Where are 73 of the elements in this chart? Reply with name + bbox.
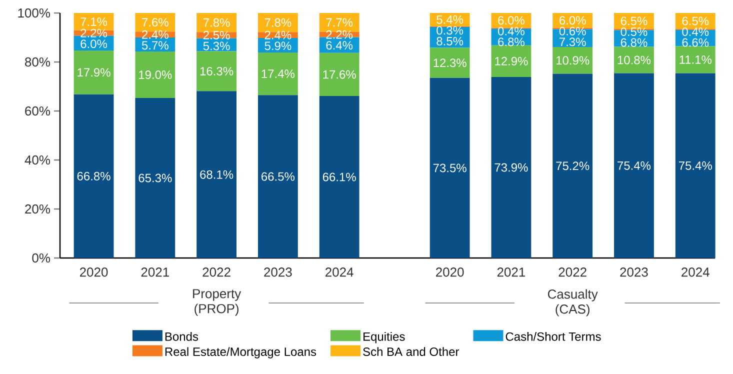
data-label: 0.4% — [682, 27, 709, 36]
data-label: 5.4% — [436, 15, 464, 24]
data-label: 7.1% — [80, 17, 108, 26]
data-label: 6.8% — [498, 38, 524, 46]
x-tick-label: 2022 — [202, 268, 230, 277]
data-label: 10.8% — [618, 56, 651, 64]
legend-label: Cash/Short Terms — [506, 332, 601, 341]
y-tick-label: 60% — [25, 106, 50, 116]
data-label: 17.4% — [262, 70, 295, 78]
y-tick-label: 40% — [24, 155, 50, 165]
data-label: 2.4% — [264, 30, 292, 40]
data-label: 6.0% — [560, 16, 586, 25]
data-label: 12.3% — [434, 58, 466, 68]
data-label: 16.3% — [200, 66, 234, 76]
y-tick-label: 80% — [25, 57, 50, 67]
data-label: 75.4% — [678, 161, 712, 170]
data-label: 7.3% — [560, 38, 586, 46]
data-label: 7.8% — [264, 18, 292, 27]
x-tick-label: 2020 — [80, 268, 108, 277]
x-tick-label: 2024 — [326, 268, 354, 277]
x-tick-label: 2023 — [620, 268, 648, 277]
legend-label: Real Estate/Mortgage Loans — [165, 347, 316, 358]
data-label: 75.2% — [556, 162, 590, 170]
text: Casualty (CAS) — [548, 289, 598, 316]
data-label: 73.9% — [494, 163, 528, 172]
data-label: 73.5% — [433, 164, 466, 172]
data-label: 5.7% — [142, 41, 168, 50]
x-tick-label: 2021 — [141, 268, 169, 277]
x-tick-label: 2023 — [264, 268, 292, 277]
x-tick-label: 2021 — [497, 268, 526, 277]
data-label: 6.8% — [620, 38, 648, 47]
data-label: 75.4% — [618, 161, 651, 170]
data-label: 6.0% — [80, 40, 108, 48]
data-label: 0.6% — [559, 26, 586, 36]
text: Property (PROP) — [193, 289, 242, 316]
data-label: 7.7% — [326, 18, 353, 27]
data-label: 5.9% — [264, 42, 292, 50]
data-label: 5.3% — [203, 42, 230, 50]
data-label: 10.9% — [556, 56, 590, 65]
y-tick-label: 20% — [25, 204, 50, 214]
y-tick-label: 0% — [32, 253, 50, 263]
data-label: 66.8% — [77, 172, 110, 180]
data-label: 7.6% — [142, 18, 168, 27]
data-label: 66.5% — [262, 172, 295, 181]
legend-label: Equities — [364, 332, 405, 344]
data-label: 12.9% — [495, 56, 528, 66]
legend-label: Bonds — [165, 332, 198, 341]
data-label: 0.4% — [498, 26, 524, 36]
x-tick-label: 2024 — [682, 268, 710, 277]
data-label: 6.5% — [620, 16, 648, 26]
data-label: 11.1% — [680, 55, 712, 64]
data-label: 65.3% — [138, 174, 172, 182]
data-label: 2.2% — [80, 28, 108, 38]
data-label: 19.0% — [139, 70, 172, 79]
data-label: 8.5% — [436, 36, 464, 46]
data-label: 6.6% — [682, 38, 709, 47]
x-tick-label: 2022 — [558, 268, 586, 277]
data-label: 17.6% — [323, 70, 356, 79]
data-label: 2.4% — [142, 30, 168, 39]
data-label: 6.5% — [682, 16, 709, 26]
data-label: 7.8% — [203, 18, 230, 27]
data-label: 2.5% — [203, 30, 230, 40]
data-label: 66.1% — [322, 172, 356, 182]
data-label: 68.1% — [200, 170, 234, 179]
data-label: 6.0% — [498, 16, 524, 25]
data-label: 0.3% — [436, 26, 464, 35]
data-label: 6.4% — [326, 41, 353, 50]
data-label: 0.5% — [620, 27, 648, 36]
y-tick-label: 100% — [18, 8, 50, 18]
legend-label: Sch BA and Other — [363, 347, 460, 356]
data-label: 2.2% — [326, 30, 353, 39]
data-label: 17.9% — [78, 68, 110, 77]
x-tick-label: 2020 — [436, 268, 464, 277]
